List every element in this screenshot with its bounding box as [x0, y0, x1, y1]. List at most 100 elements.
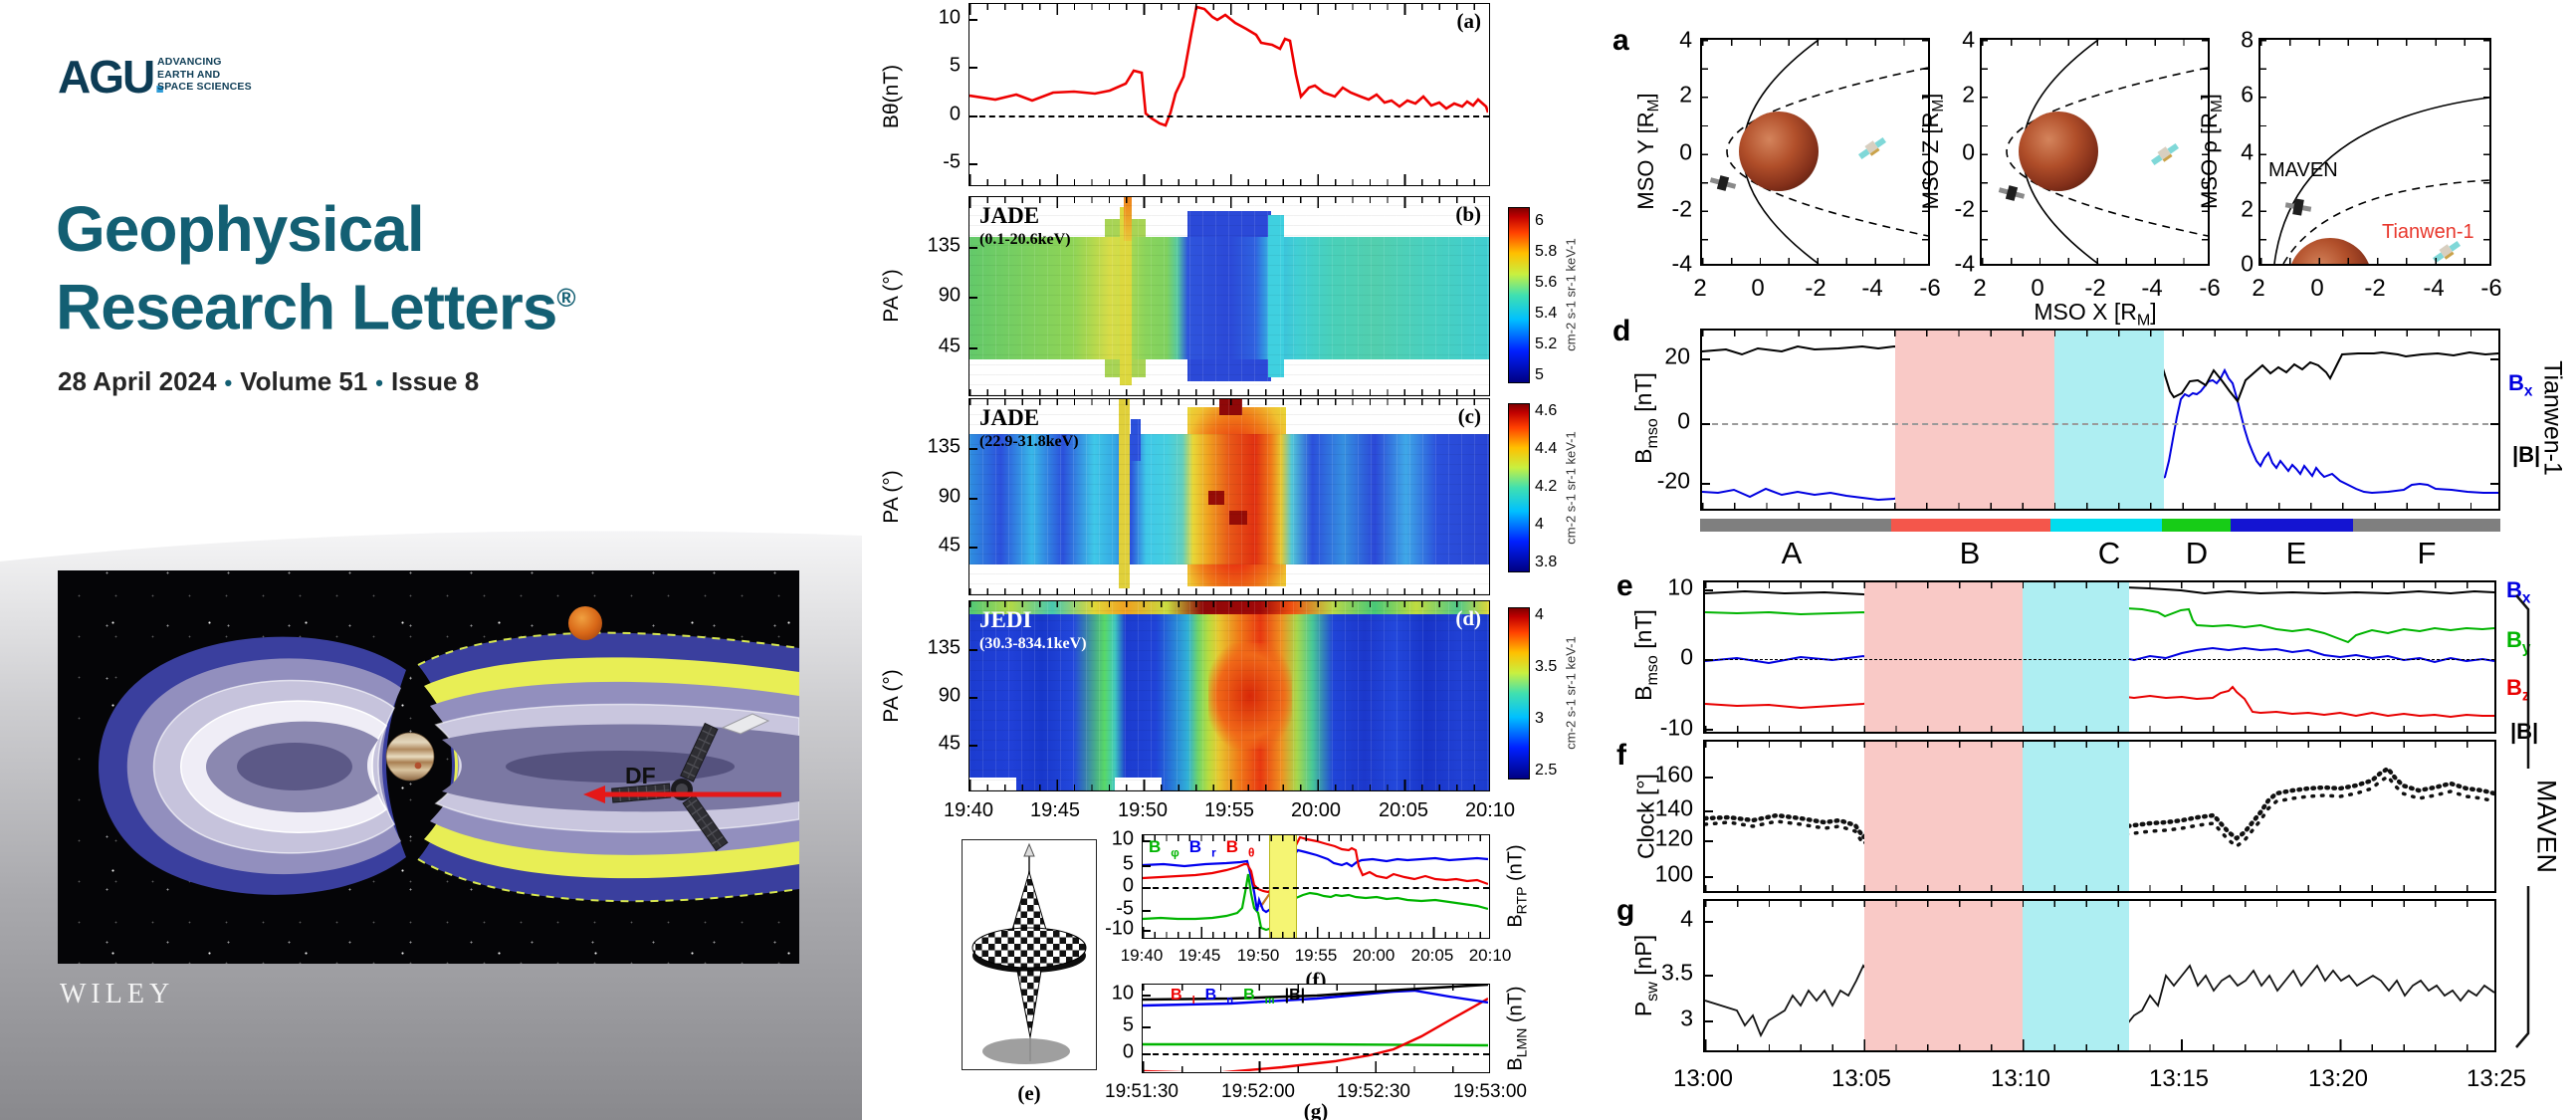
- figure-mars: a b c d e f g: [1593, 0, 2576, 1120]
- ytick: 160: [1654, 761, 1693, 787]
- shaded-region-cyan: [2023, 901, 2129, 1050]
- tick-mark: [1143, 910, 1151, 912]
- panel-psw: [1703, 899, 2496, 1052]
- juno-spacecraft: [611, 722, 729, 852]
- xtick: 19:40: [943, 799, 994, 821]
- tick-marks: [969, 174, 1489, 185]
- tick-mark: [969, 67, 977, 69]
- tianwen-label: Tianwen-1: [2382, 221, 2474, 243]
- tick-mark: [969, 297, 977, 299]
- xtick: 0: [1751, 275, 1765, 302]
- tick-mark: [1143, 995, 1151, 997]
- panel-orbit-y: [1700, 38, 1930, 266]
- tick-marks: [1702, 503, 2498, 509]
- ytick: -2: [1954, 195, 1975, 222]
- series-btheta: [1143, 835, 1488, 894]
- lower-cone: [1016, 970, 1042, 1038]
- tick-mark: [969, 498, 977, 500]
- mars: [1739, 112, 1819, 191]
- tick-mark: [969, 697, 977, 699]
- label-by-e: By: [2506, 627, 2531, 657]
- spectrogram-blue-spike: [1130, 419, 1142, 461]
- tick-mark: [1705, 589, 1713, 591]
- contour-core-right: [506, 751, 735, 783]
- jupiter-red-spot: [414, 762, 422, 770]
- tick-marks: [1705, 1039, 2494, 1050]
- ytick: 120: [1654, 824, 1693, 851]
- ytick: 90: [938, 485, 961, 508]
- tick-marks: [1922, 40, 1928, 264]
- spectrogram-band: [969, 434, 1489, 564]
- xtick: 19:45: [1029, 799, 1081, 821]
- ytick: 10: [1111, 982, 1134, 1005]
- xtick: 19:52:00: [1221, 1081, 1295, 1102]
- zero-line: [1705, 659, 2494, 660]
- colorbar-b: [1508, 207, 1530, 383]
- group-label-tianwen: Tianwen-1: [2538, 360, 2567, 476]
- ytick: 4: [2241, 138, 2254, 165]
- mpb-curve: [1726, 67, 1928, 237]
- xtick: 20:05: [1378, 799, 1429, 821]
- juno-sketch: [971, 842, 1087, 1064]
- cb-units: cm-2 s-1 sr-1 keV-1: [1563, 238, 1579, 351]
- xtick: -6: [1919, 275, 1941, 302]
- ytick: 0: [1122, 1040, 1134, 1063]
- bracket-top: [2515, 594, 2530, 769]
- colorbar-c: [1508, 403, 1530, 572]
- btheta-line-chart: [969, 5, 1488, 127]
- ytick: 8: [2241, 26, 2254, 53]
- xtick: 19:45: [1178, 946, 1221, 965]
- xtick: 20:10: [1468, 946, 1512, 965]
- tick-mark: [2490, 483, 2498, 485]
- orbit-plot-rho: [2273, 97, 2489, 264]
- xtick: 13:20: [2307, 1065, 2369, 1092]
- juno-antenna: [721, 713, 770, 735]
- tick-mark: [1705, 777, 1713, 779]
- ytick: 0: [1677, 407, 1690, 434]
- xtick: 13:15: [2148, 1065, 2210, 1092]
- ytick: 5: [949, 54, 961, 77]
- colorbar-d: [1508, 607, 1530, 780]
- tianwen-spacecraft: [2150, 142, 2180, 166]
- ytick: 45: [938, 335, 961, 357]
- mpb-curve: [2006, 67, 2208, 237]
- panel-clock-angle: [1703, 740, 2496, 893]
- maven-bracket: [2515, 594, 2530, 1048]
- xtick: -4: [2423, 275, 2445, 302]
- tick-marks: [2260, 258, 2489, 264]
- spin-axis-arrow: [1023, 842, 1035, 857]
- tick-marks: [1143, 927, 1489, 938]
- tag-f: f: [1616, 739, 1626, 772]
- tick-marks: [2202, 40, 2208, 264]
- ylabel-mso-y: MSO Y [RM]: [1632, 93, 1663, 210]
- shaded-region-pink: [1864, 742, 2023, 891]
- tick-mark: [1705, 810, 1713, 812]
- shaded-region-cyan: [2054, 331, 2164, 509]
- tick-mark: [1705, 729, 1713, 731]
- label-babs-e: |B|: [2510, 719, 2539, 744]
- cb-tick: 5.6: [1535, 274, 1558, 291]
- cb-tick: 5.8: [1535, 243, 1558, 260]
- ytick: 4: [1962, 26, 1975, 53]
- label-bx-d: Bx: [2508, 370, 2533, 400]
- agu-tagline: ADVANCING EARTH AND SPACE SCIENCES: [157, 56, 287, 94]
- zero-line: [1143, 887, 1489, 889]
- tick-marks: [1702, 331, 2498, 336]
- orbit-plot-y: [1709, 40, 1928, 264]
- xtick: 19:51:30: [1105, 1081, 1179, 1102]
- jupiter: [385, 732, 435, 782]
- tick-mark: [1143, 1053, 1151, 1055]
- ytick: 2: [1962, 81, 1975, 108]
- spectrogram-orange-spike: [1123, 197, 1132, 241]
- xtick: -2: [2084, 275, 2106, 302]
- panel-orbit-rho: MAVEN Tianwen-1: [2258, 38, 2491, 266]
- energy-range: (0.1-20.6keV): [979, 231, 1071, 248]
- tick-marks: [1705, 885, 2494, 891]
- interval-letter: A: [1781, 536, 1803, 570]
- xtick: 19:50: [1236, 946, 1280, 965]
- xtick: 19:40: [1120, 946, 1164, 965]
- ytick: 10: [1111, 827, 1134, 850]
- ytick: 0: [949, 103, 961, 125]
